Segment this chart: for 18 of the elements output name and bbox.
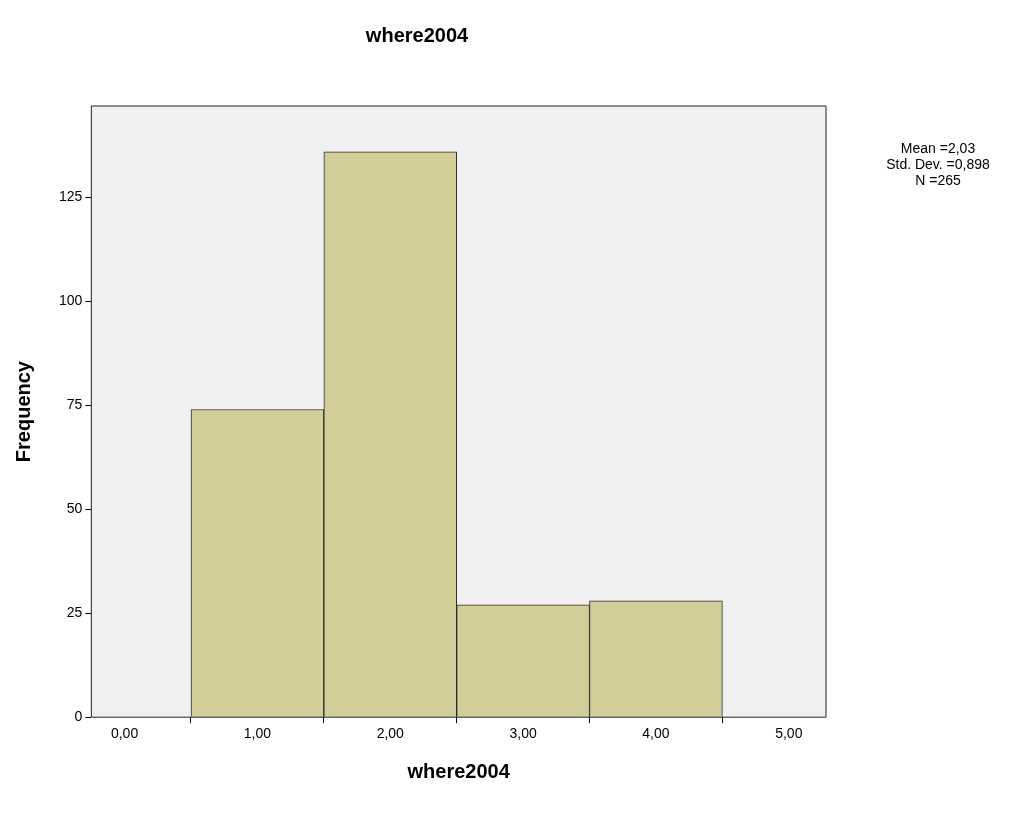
text: Std. Dev. =0,898 (885, 156, 991, 172)
y-tick-label: 125 (59, 188, 83, 205)
y-tick-label: 0 (74, 708, 83, 725)
x-tick-label: 4,00 (642, 725, 670, 742)
x-tick-label: 1,00 (243, 725, 272, 742)
x-tick-label: 2,00 (376, 725, 405, 742)
chart-title: where2004 (364, 23, 470, 46)
y-axis-title: Frequency (11, 360, 34, 463)
text: N =265 (914, 172, 962, 188)
x-axis-title: where2004 (406, 759, 511, 782)
y-tick-label: 25 (66, 604, 83, 621)
y-tick-label: 50 (66, 500, 83, 517)
x-tick-label: 5,00 (775, 725, 803, 742)
y-tick-label: 75 (66, 396, 83, 413)
x-tick-label: 0,00 (110, 725, 139, 742)
y-tick-label: 100 (59, 292, 83, 309)
text: Mean =2,03 (899, 140, 977, 156)
x-tick-label: 3,00 (509, 725, 537, 742)
